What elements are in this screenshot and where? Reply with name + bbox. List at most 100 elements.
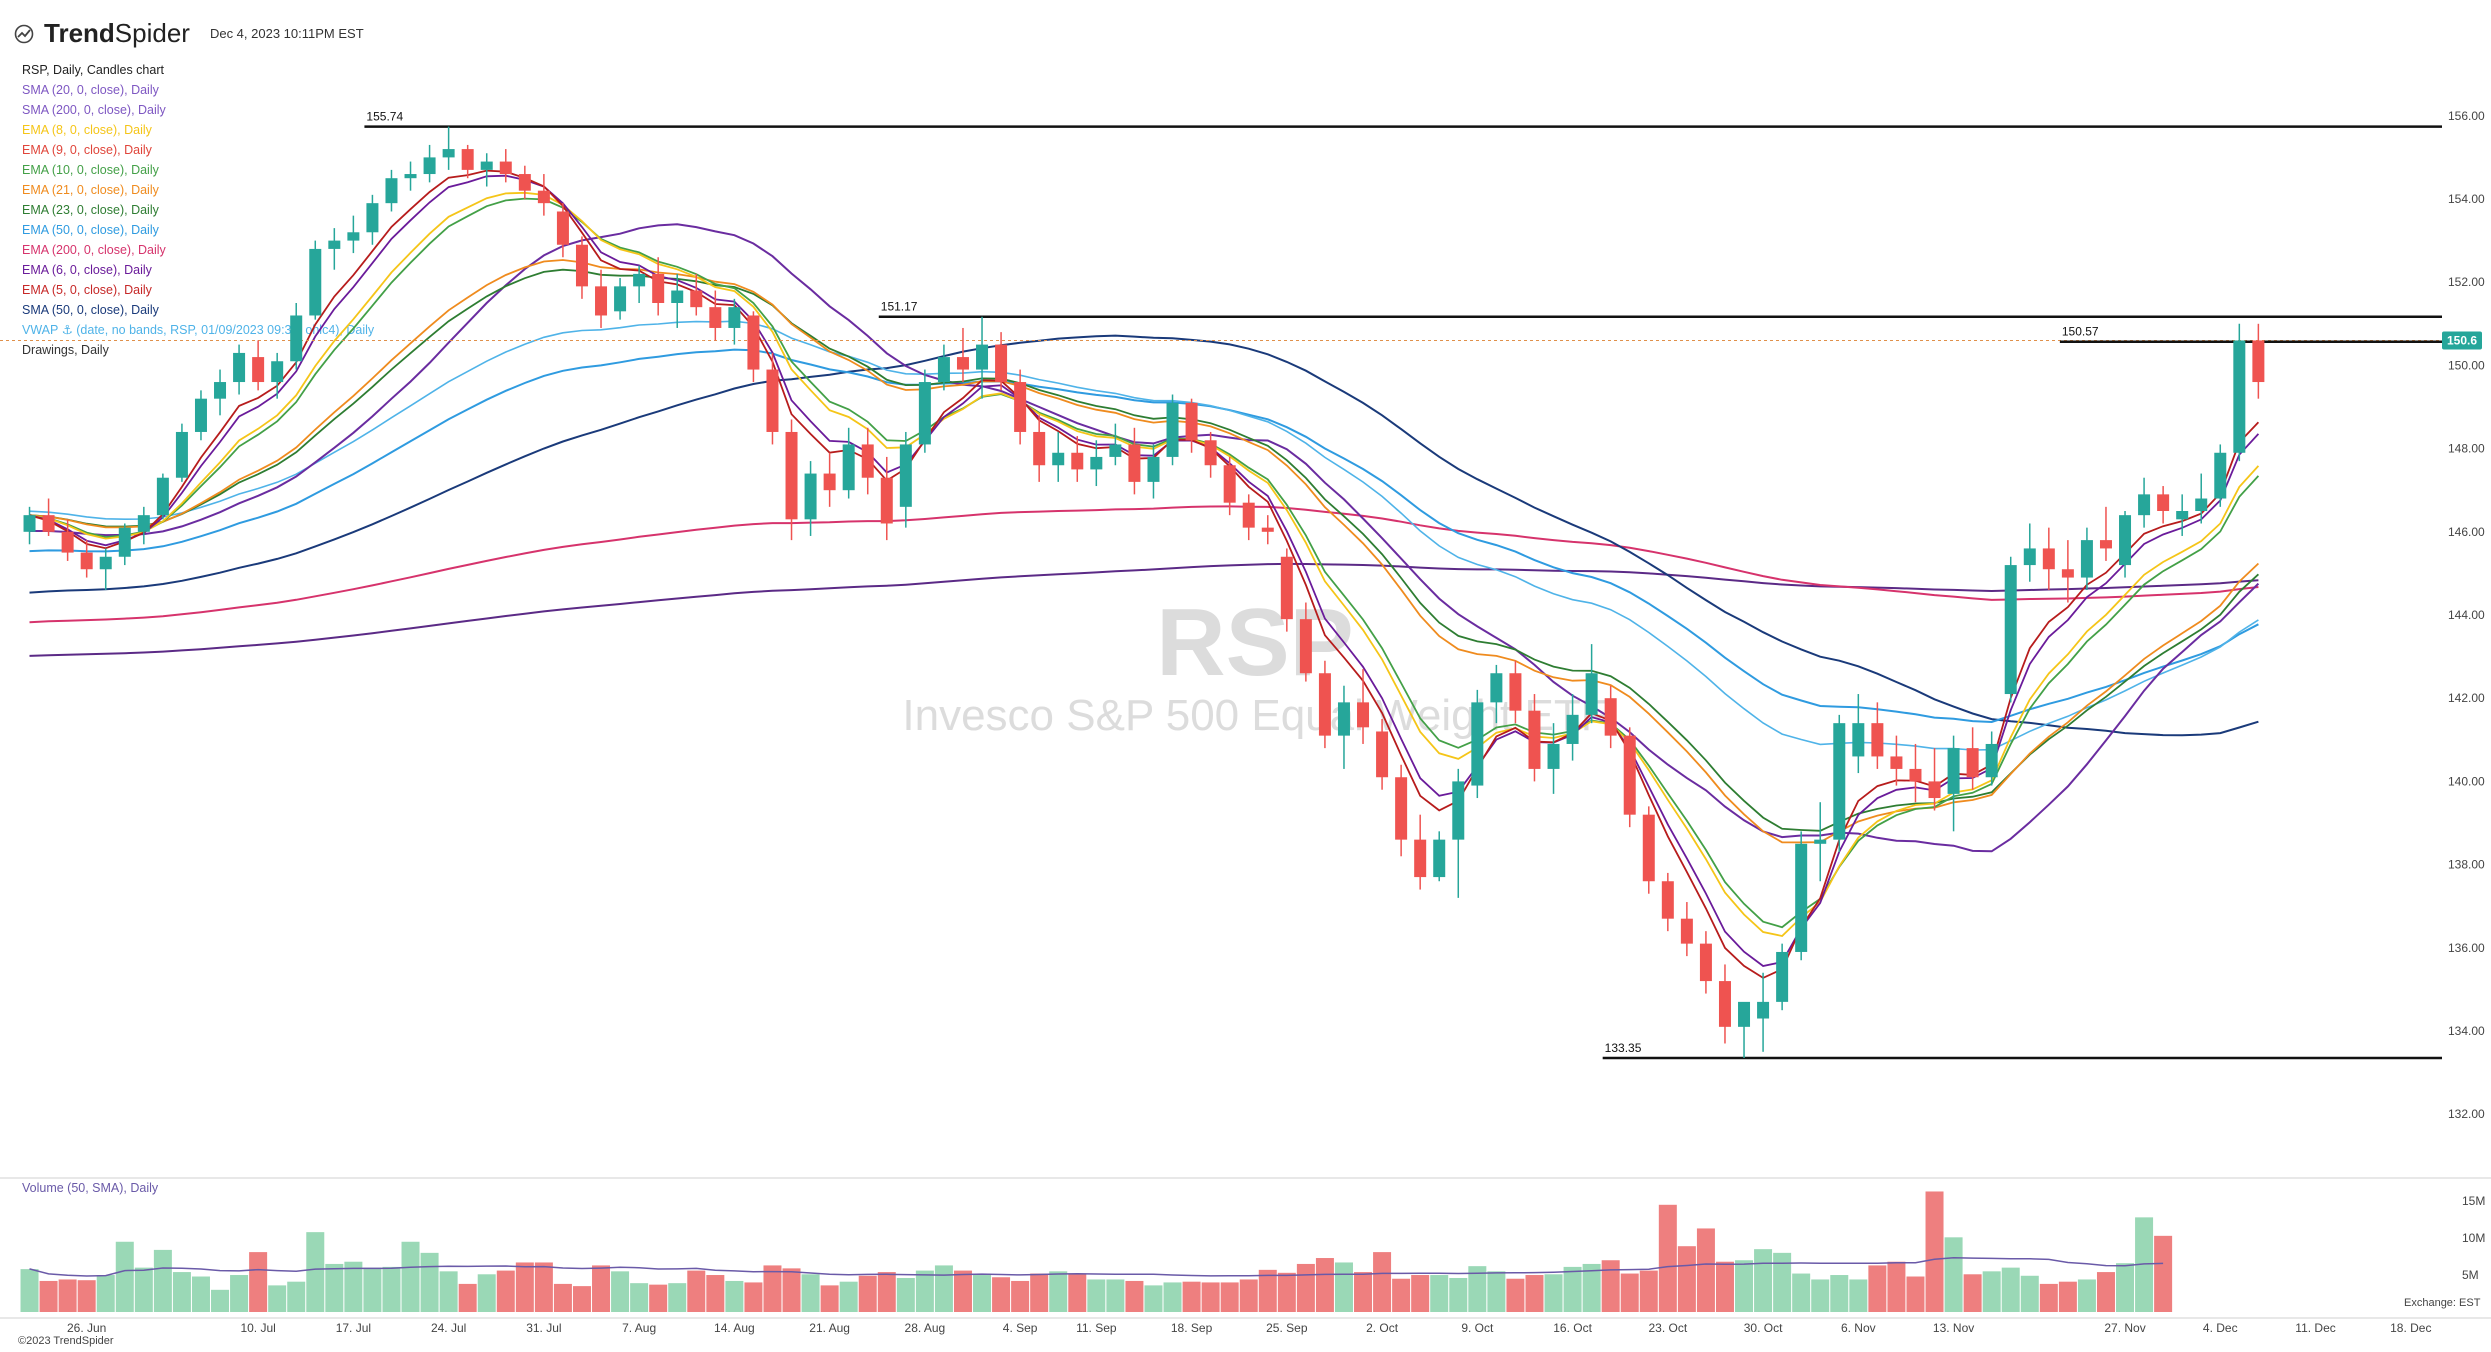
volume-bar[interactable] xyxy=(1430,1275,1449,1312)
volume-bar[interactable] xyxy=(2096,1272,2115,1312)
candle[interactable] xyxy=(1318,673,1331,736)
candle[interactable] xyxy=(233,352,246,383)
volume-bar[interactable] xyxy=(249,1252,268,1312)
volume-bar[interactable] xyxy=(1106,1279,1125,1312)
volume-bar[interactable] xyxy=(611,1271,630,1312)
candle[interactable] xyxy=(1757,1001,1770,1019)
legend-item[interactable]: Drawings, Daily xyxy=(22,343,109,357)
volume-bar[interactable] xyxy=(725,1280,744,1312)
candle[interactable] xyxy=(1738,1001,1751,1027)
candle[interactable] xyxy=(61,531,74,553)
volume-bar[interactable] xyxy=(20,1269,39,1312)
volume-bar[interactable] xyxy=(2039,1283,2058,1312)
volume-bar[interactable] xyxy=(953,1270,972,1312)
candle[interactable] xyxy=(842,444,855,491)
candle[interactable] xyxy=(976,344,989,370)
candle[interactable] xyxy=(480,161,493,170)
volume-bar[interactable] xyxy=(896,1277,915,1312)
candle[interactable] xyxy=(518,174,531,191)
candle[interactable] xyxy=(99,556,112,570)
volume-bar[interactable] xyxy=(820,1285,839,1312)
volume-bar[interactable] xyxy=(1925,1191,1944,1312)
candle[interactable] xyxy=(1090,456,1103,470)
candle[interactable] xyxy=(118,527,131,557)
volume-bar[interactable] xyxy=(1220,1282,1239,1312)
volume-bar[interactable] xyxy=(1049,1271,1068,1312)
candle[interactable] xyxy=(309,248,322,316)
candle[interactable] xyxy=(2195,498,2208,511)
candle[interactable] xyxy=(461,149,474,170)
candle[interactable] xyxy=(2061,569,2074,578)
volume-bar[interactable] xyxy=(58,1279,77,1312)
candle[interactable] xyxy=(1299,619,1312,674)
candle[interactable] xyxy=(2176,511,2189,520)
candle[interactable] xyxy=(2004,565,2017,695)
legend-item[interactable]: EMA (21, 0, close), Daily xyxy=(22,183,159,197)
volume-bar[interactable] xyxy=(630,1283,649,1312)
legend-item[interactable]: SMA (200, 0, close), Daily xyxy=(22,103,166,117)
candle[interactable] xyxy=(1604,698,1617,736)
volume-bar[interactable] xyxy=(687,1270,706,1312)
candle[interactable] xyxy=(252,357,265,383)
volume-bar[interactable] xyxy=(1334,1262,1353,1312)
volume-bar[interactable] xyxy=(649,1284,668,1312)
candle[interactable] xyxy=(1623,735,1636,815)
volume-bar[interactable] xyxy=(344,1261,363,1312)
candle[interactable] xyxy=(633,273,646,287)
candle[interactable] xyxy=(175,431,188,478)
candle[interactable] xyxy=(1433,839,1446,878)
volume-bar[interactable] xyxy=(2154,1235,2173,1312)
candle[interactable] xyxy=(1490,673,1503,703)
candle[interactable] xyxy=(1071,452,1084,470)
volume-bar[interactable] xyxy=(1068,1274,1087,1312)
volume-bar[interactable] xyxy=(973,1275,992,1312)
volume-bar[interactable] xyxy=(1087,1279,1106,1312)
candle[interactable] xyxy=(499,161,512,175)
volume-bar[interactable] xyxy=(1296,1263,1315,1312)
volume-bar[interactable] xyxy=(363,1267,382,1312)
candle[interactable] xyxy=(1109,444,1122,457)
volume-bar[interactable] xyxy=(782,1268,801,1312)
candle[interactable] xyxy=(1052,452,1065,466)
candle[interactable] xyxy=(404,174,417,179)
candle[interactable] xyxy=(1509,673,1522,711)
volume-bar[interactable] xyxy=(77,1280,96,1312)
volume-bar[interactable] xyxy=(134,1267,153,1312)
candle[interactable] xyxy=(1261,527,1274,532)
volume-bar[interactable] xyxy=(934,1265,953,1312)
volume-bar[interactable] xyxy=(1658,1204,1677,1312)
volume-bar[interactable] xyxy=(1944,1237,1963,1312)
candle[interactable] xyxy=(1718,981,1731,1027)
candle[interactable] xyxy=(2042,548,2055,570)
volume-bar[interactable] xyxy=(1201,1282,1220,1312)
volume-bar[interactable] xyxy=(1696,1228,1715,1312)
legend-item[interactable]: EMA (50, 0, close), Daily xyxy=(22,223,159,237)
candle[interactable] xyxy=(1871,723,1884,757)
volume-bar[interactable] xyxy=(477,1274,496,1312)
volume-bar[interactable] xyxy=(1811,1279,1830,1312)
legend-item[interactable]: SMA (50, 0, close), Daily xyxy=(22,303,159,317)
candle[interactable] xyxy=(156,477,169,516)
candle[interactable] xyxy=(2138,494,2151,516)
candle[interactable] xyxy=(1814,839,1827,844)
volume-bar[interactable] xyxy=(763,1265,782,1312)
volume-bar[interactable] xyxy=(2020,1275,2039,1312)
legend-item[interactable]: EMA (6, 0, close), Daily xyxy=(22,263,152,277)
volume-bar[interactable] xyxy=(1849,1279,1868,1312)
candle[interactable] xyxy=(2233,340,2246,453)
candle[interactable] xyxy=(2157,494,2170,511)
volume-bar[interactable] xyxy=(458,1283,477,1312)
volume-bar[interactable] xyxy=(915,1270,934,1312)
candle[interactable] xyxy=(2119,515,2132,566)
volume-bar[interactable] xyxy=(1887,1261,1906,1312)
volume-bar[interactable] xyxy=(1411,1275,1430,1312)
candle[interactable] xyxy=(556,211,569,245)
candle[interactable] xyxy=(385,178,398,204)
candle[interactable] xyxy=(1947,748,1960,794)
candle[interactable] xyxy=(347,232,360,241)
candle[interactable] xyxy=(1128,444,1141,482)
candle[interactable] xyxy=(785,431,798,520)
candle[interactable] xyxy=(690,290,703,308)
candle[interactable] xyxy=(1566,714,1579,744)
candle[interactable] xyxy=(1833,723,1846,840)
